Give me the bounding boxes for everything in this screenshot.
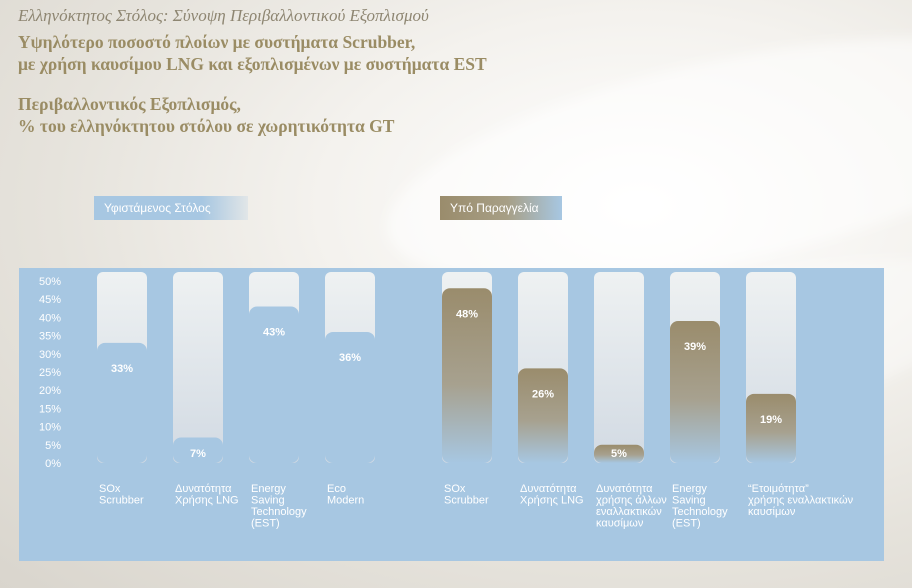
bar	[173, 437, 223, 463]
category-label-line: χρήσης άλλων	[596, 495, 667, 507]
headline-line: Υψηλότερο ποσοστό πλοίων με συστήματα Sc…	[18, 32, 416, 52]
section-kicker: Ελληνόκτητος Στόλος: Σύνοψη Περιβαλλοντι…	[18, 6, 429, 25]
chart-panel: 0% 5% 10% 15% 20% 25% 30% 35% 40% 45% 50% 33% SOx Scr…	[19, 268, 884, 561]
bar-value-label: 43%	[263, 326, 285, 338]
y-tick-label: 45%	[39, 294, 61, 306]
bar	[325, 331, 375, 463]
headline: Υψηλότερο ποσοστό πλοίων με συστήματα Sc…	[18, 31, 487, 75]
bar-value-label: 48%	[456, 308, 478, 320]
y-tick-label: 5%	[45, 440, 61, 452]
bar-value-label: 26%	[532, 388, 554, 400]
bar	[670, 321, 720, 463]
category-label-line: Χρήσης LNG	[175, 495, 239, 507]
category-label-line: (EST)	[251, 518, 280, 530]
y-tick-label: 50%	[39, 276, 61, 288]
category-label: Δυνατότητα χρήσης άλλων εναλλακτικών καυσίμ…	[596, 483, 667, 530]
category-label: “Ετοιμότητα” χρήσης εναλλακτικών καυσίμων	[748, 483, 854, 518]
category-label-line: εναλλακτικών	[596, 506, 662, 518]
bar-value-label: 5%	[611, 448, 627, 460]
bar	[97, 342, 147, 463]
bar-value-label: 33%	[111, 363, 133, 375]
category-label: Energy Saving Technology (EST)	[251, 483, 307, 530]
category-label-line: SOx	[99, 483, 121, 495]
category-label: Eco Modern	[327, 483, 364, 507]
bar-track	[173, 272, 223, 463]
bar	[746, 393, 796, 463]
legend-existing-fleet: Υφιστάμενος Στόλος	[94, 196, 248, 220]
category-label-line: Eco	[327, 483, 346, 495]
category-label-line: χρήσης εναλλακτικών	[748, 495, 854, 507]
chart-title: Περιβαλλοντικός Εξοπλισμός, % του ελληνό…	[18, 93, 394, 137]
category-label-line: Energy	[672, 483, 707, 495]
y-tick-label: 25%	[39, 367, 61, 379]
category-label: Energy Saving Technology (EST)	[672, 483, 728, 530]
category-label-line: Scrubber	[444, 495, 489, 507]
category-label: Δυνατότητα Χρήσης LNG	[520, 483, 584, 507]
bar-track	[594, 272, 644, 463]
bar-value-label: 36%	[339, 352, 361, 364]
category-label-line: Technology	[251, 506, 307, 518]
y-tick-label: 35%	[39, 331, 61, 343]
category-label-line: Saving	[672, 495, 706, 507]
y-tick-label: 20%	[39, 385, 61, 397]
category-label-line: SOx	[444, 483, 466, 495]
bar	[594, 444, 644, 463]
category-label-line: καυσίμων	[748, 506, 796, 518]
category-label-line: Saving	[251, 495, 285, 507]
bar-value-label: 7%	[190, 448, 206, 460]
bar-value-label: 19%	[760, 414, 782, 426]
category-label: SOx Scrubber	[444, 483, 489, 507]
chart-title-line: % του ελληνόκτητου στόλου σε χωρητικότητ…	[18, 116, 395, 136]
bar	[518, 368, 568, 463]
bar	[442, 288, 492, 463]
y-tick-label: 15%	[39, 403, 61, 415]
legend-orderbook: Υπό Παραγγελία	[440, 196, 562, 220]
category-label-line: Modern	[327, 495, 364, 507]
headline-line: με χρήση καυσίμου LNG και εξοπλισμένων μ…	[18, 54, 487, 74]
bar-chart: 0%5%10%15%20%25%30%35%40%45%50%33%SOx Scr…	[39, 272, 854, 530]
category-label-line: Χρήσης LNG	[520, 495, 584, 507]
category-label: Δυνατότητα Χρήσης LNG	[175, 483, 239, 507]
y-tick-label: 40%	[39, 312, 61, 324]
category-label: SOx Scrubber	[99, 483, 144, 507]
bar-value-label: 39%	[684, 341, 706, 353]
category-label-line: “Ετοιμότητα”	[748, 483, 809, 495]
bar	[249, 306, 299, 463]
category-label-line: Δυνατότητα	[175, 483, 232, 495]
y-tick-label: 10%	[39, 422, 61, 434]
category-label-line: Δυνατότητα	[520, 483, 577, 495]
category-label-line: (EST)	[672, 518, 701, 530]
y-tick-label: 0%	[45, 458, 61, 470]
category-label-line: καυσίμων	[596, 518, 644, 530]
chart-title-line: Περιβαλλοντικός Εξοπλισμός,	[18, 94, 241, 114]
category-label-line: Energy	[251, 483, 286, 495]
category-label-line: Δυνατότητα	[596, 483, 653, 495]
category-label-line: Technology	[672, 506, 728, 518]
category-label-line: Scrubber	[99, 495, 144, 507]
y-tick-label: 30%	[39, 349, 61, 361]
